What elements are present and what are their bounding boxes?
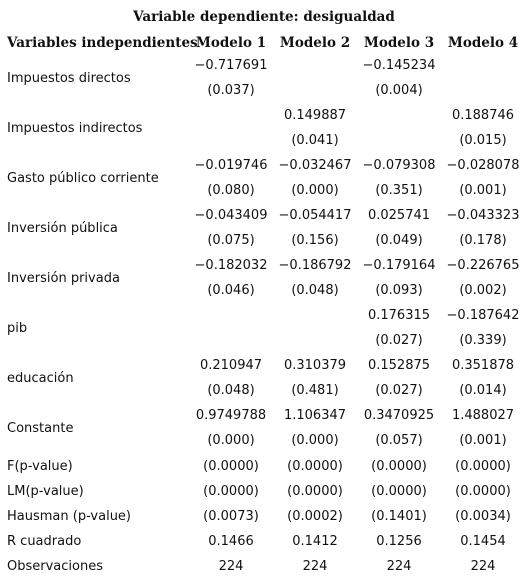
statistic: (0.0000) — [203, 484, 259, 499]
coefficient: 0.9749788 — [195, 408, 267, 423]
header-model: Modelo 3 — [363, 35, 435, 51]
std-error: (0.351) — [375, 183, 423, 198]
coefficient: −0.186792 — [278, 258, 352, 273]
std-error: (0.481) — [291, 383, 339, 398]
row-label: educación — [7, 371, 74, 386]
row-label: pib — [7, 321, 28, 336]
statistic: 224 — [470, 559, 496, 574]
coefficient: 0.188746 — [451, 108, 515, 123]
row-label: Inversión privada — [7, 271, 120, 286]
coefficient: 0.210947 — [199, 358, 263, 373]
coefficient: −0.019746 — [194, 158, 268, 173]
std-error: (0.037) — [207, 83, 255, 98]
std-error: (0.339) — [459, 333, 507, 348]
coefficient: 0.310379 — [283, 358, 347, 373]
row-label: LM(p-value) — [7, 484, 84, 499]
std-error: (0.015) — [459, 133, 507, 148]
std-error: (0.027) — [375, 383, 423, 398]
std-error: (0.075) — [207, 233, 255, 248]
statistic: (0.0073) — [203, 509, 259, 524]
std-error: (0.002) — [459, 283, 507, 298]
row-label: R cuadrado — [7, 534, 82, 549]
std-error: (0.156) — [291, 233, 339, 248]
statistic: (0.0000) — [455, 484, 511, 499]
statistic: 0.1412 — [292, 534, 338, 549]
row-label: Observaciones — [7, 559, 103, 574]
coefficient: 0.351878 — [451, 358, 515, 373]
statistic: (0.0000) — [287, 484, 343, 499]
std-error: (0.000) — [207, 433, 255, 448]
row-label: Hausman (p-value) — [7, 509, 132, 524]
header-model: Modelo 1 — [195, 35, 267, 51]
statistic: (0.0000) — [203, 459, 259, 474]
row-label: Gasto público corriente — [7, 171, 159, 186]
std-error: (0.057) — [375, 433, 423, 448]
statistic: (0.0002) — [287, 509, 343, 524]
coefficient: −0.054417 — [278, 208, 352, 223]
row-label: Constante — [7, 421, 74, 436]
coefficient: 0.176315 — [367, 308, 431, 323]
statistic: (0.0034) — [455, 509, 511, 524]
coefficient: 0.3470925 — [363, 408, 435, 423]
header-model: Modelo 2 — [279, 35, 351, 51]
std-error: (0.000) — [291, 183, 339, 198]
coefficient: −0.043409 — [194, 208, 268, 223]
coefficient: −0.226765 — [446, 258, 520, 273]
coefficient: 1.106347 — [283, 408, 347, 423]
row-label: F(p-value) — [7, 459, 73, 474]
std-error: (0.049) — [375, 233, 423, 248]
coefficient: −0.043323 — [446, 208, 520, 223]
statistic: 0.1454 — [460, 534, 506, 549]
std-error: (0.048) — [207, 383, 255, 398]
statistic: 0.1466 — [208, 534, 254, 549]
std-error: (0.001) — [459, 433, 507, 448]
std-error: (0.027) — [375, 333, 423, 348]
table-title: Variable dependiente: desigualdad — [133, 9, 395, 25]
coefficient: −0.032467 — [278, 158, 352, 173]
coefficient: −0.717691 — [194, 58, 268, 73]
std-error: (0.178) — [459, 233, 507, 248]
coefficient: −0.028078 — [446, 158, 520, 173]
std-error: (0.000) — [291, 433, 339, 448]
header-label: Variables independientes — [7, 35, 198, 51]
std-error: (0.041) — [291, 133, 339, 148]
statistic: 0.1256 — [376, 534, 422, 549]
coefficient: −0.187642 — [446, 308, 520, 323]
coefficient: −0.079308 — [362, 158, 436, 173]
row-label: Impuestos indirectos — [7, 121, 143, 136]
std-error: (0.004) — [375, 83, 423, 98]
statistic: (0.0000) — [287, 459, 343, 474]
statistic: (0.0000) — [371, 484, 427, 499]
std-error: (0.001) — [459, 183, 507, 198]
std-error: (0.014) — [459, 383, 507, 398]
coefficient: −0.145234 — [362, 58, 436, 73]
std-error: (0.093) — [375, 283, 423, 298]
row-label: Impuestos directos — [7, 71, 131, 86]
statistic: 224 — [386, 559, 412, 574]
std-error: (0.080) — [207, 183, 255, 198]
row-label: Inversión pública — [7, 221, 118, 236]
statistic: 224 — [218, 559, 244, 574]
statistic: (0.0000) — [455, 459, 511, 474]
coefficient: 0.149887 — [283, 108, 347, 123]
coefficient: 0.025741 — [367, 208, 431, 223]
statistic: (0.0000) — [371, 459, 427, 474]
statistic: (0.1401) — [371, 509, 427, 524]
coefficient: 0.152875 — [367, 358, 431, 373]
std-error: (0.048) — [291, 283, 339, 298]
coefficient: −0.179164 — [362, 258, 436, 273]
header-model: Modelo 4 — [447, 35, 519, 51]
std-error: (0.046) — [207, 283, 255, 298]
coefficient: −0.182032 — [194, 258, 268, 273]
coefficient: 1.488027 — [451, 408, 515, 423]
statistic: 224 — [302, 559, 328, 574]
